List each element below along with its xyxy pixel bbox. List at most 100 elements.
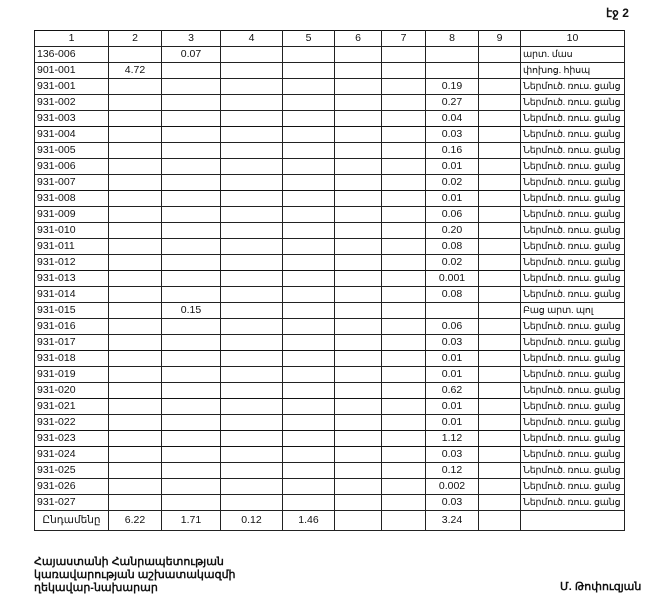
cell-col-4 [220,222,283,239]
cell-col-3 [161,94,221,111]
row-description: Ներմուծ. ռուս. ցանց [520,222,625,239]
cell-col-6 [334,398,382,415]
cell-col-6 [334,430,382,447]
row-description: արտ. մաս [520,46,625,63]
cell-col-5 [282,398,335,415]
cell-col-2 [108,238,162,255]
cell-col-8: 0.06 [425,318,479,335]
row-code: 931-021 [34,398,109,415]
column-header: 3 [161,30,221,47]
row-code: 931-012 [34,254,109,271]
row-code: 931-015 [34,302,109,319]
cell-col-8: 0.01 [425,158,479,175]
cell-col-4 [220,398,283,415]
cell-col-3 [161,382,221,399]
row-code: 931-001 [34,78,109,95]
cell-col-2 [108,254,162,271]
cell-col-3 [161,494,221,511]
cell-col-6 [334,190,382,207]
column-header: 1 [34,30,109,47]
cell-col-7 [381,286,426,303]
row-description: Ներմուծ. ռուս. ցանց [520,398,625,415]
cell-col-2 [108,398,162,415]
cell-col-2 [108,318,162,335]
row-code: 931-014 [34,286,109,303]
cell-col-6 [334,286,382,303]
cell-col-9 [478,350,521,367]
cell-col-4 [220,318,283,335]
row-description: Ներմուծ. ռուս. ցանց [520,286,625,303]
table-row: 931-007 0.02 Ներմուծ. ռուս. ցանց [34,174,625,191]
cell-col-9 [478,286,521,303]
cell-col-9 [478,174,521,191]
table-row: 931-014 0.08 Ներմուծ. ռուս. ցանց [34,286,625,303]
row-description: Ներմուծ. ռուս. ցանց [520,430,625,447]
cell-col-4 [220,142,283,159]
cell-col-8: 0.01 [425,398,479,415]
cell-col-7 [381,382,426,399]
title-line: կառավարության աշխատակազմի [34,569,236,581]
cell-col-8: 1.12 [425,430,479,447]
cell-col-4 [220,478,283,495]
cell-col-2 [108,302,162,319]
total-col-10 [520,510,625,531]
cell-col-5 [282,142,335,159]
cell-col-8: 0.03 [425,126,479,143]
cell-col-4 [220,238,283,255]
cell-col-7 [381,142,426,159]
cell-col-4 [220,350,283,367]
row-code: 931-016 [34,318,109,335]
row-description: Ներմուծ. ռուս. ցանց [520,382,625,399]
cell-col-2 [108,414,162,431]
cell-col-4 [220,174,283,191]
cell-col-8: 0.03 [425,334,479,351]
cell-col-3 [161,462,221,479]
table-row: 931-016 0.06 Ներմուծ. ռուս. ցանց [34,318,625,335]
cell-col-2: 4.72 [108,62,162,79]
cell-col-3 [161,414,221,431]
cell-col-2 [108,462,162,479]
table-row: 931-005 0.16 Ներմուծ. ռուս. ցանց [34,142,625,159]
cell-col-6 [334,238,382,255]
cell-col-3 [161,350,221,367]
cell-col-8: 0.19 [425,78,479,95]
cell-col-9 [478,222,521,239]
row-code: 931-010 [34,222,109,239]
cell-col-7 [381,238,426,255]
row-description: Ներմուծ. ռուս. ցանց [520,142,625,159]
cell-col-9 [478,62,521,79]
table-row: 931-026 0.002 Ներմուծ. ռուս. ցանց [34,478,625,495]
cell-col-6 [334,462,382,479]
cell-col-5 [282,366,335,383]
cell-col-4 [220,382,283,399]
cell-col-9 [478,382,521,399]
cell-col-3 [161,222,221,239]
cell-col-3 [161,334,221,351]
row-description: Ներմուծ. ռուս. ցանց [520,94,625,111]
cell-col-7 [381,446,426,463]
cell-col-9 [478,494,521,511]
table-row: 931-008 0.01 Ներմուծ. ռուս. ցանց [34,190,625,207]
cell-col-5 [282,350,335,367]
cell-col-8: 0.16 [425,142,479,159]
cell-col-8 [425,62,479,79]
column-header: 10 [520,30,625,47]
cell-col-9 [478,398,521,415]
row-description: Ներմուծ. ռուս. ցանց [520,126,625,143]
cell-col-9 [478,430,521,447]
row-description: Ներմուծ. ռուս. ցանց [520,174,625,191]
cell-col-5 [282,270,335,287]
cell-col-2 [108,190,162,207]
cell-col-7 [381,222,426,239]
table-row: 931-015 0.15 Բաց արտ. պոլ [34,302,625,319]
cell-col-2 [108,142,162,159]
cell-col-7 [381,46,426,63]
table-row: 931-019 0.01 Ներմուծ. ռուս. ցանց [34,366,625,383]
cell-col-2 [108,94,162,111]
row-description: Ներմուծ. ռուս. ցանց [520,238,625,255]
cell-col-8: 0.01 [425,350,479,367]
cell-col-5 [282,174,335,191]
cell-col-9 [478,46,521,63]
cell-col-5 [282,238,335,255]
signatory-name: Մ. Թոփուզյան [560,581,642,593]
